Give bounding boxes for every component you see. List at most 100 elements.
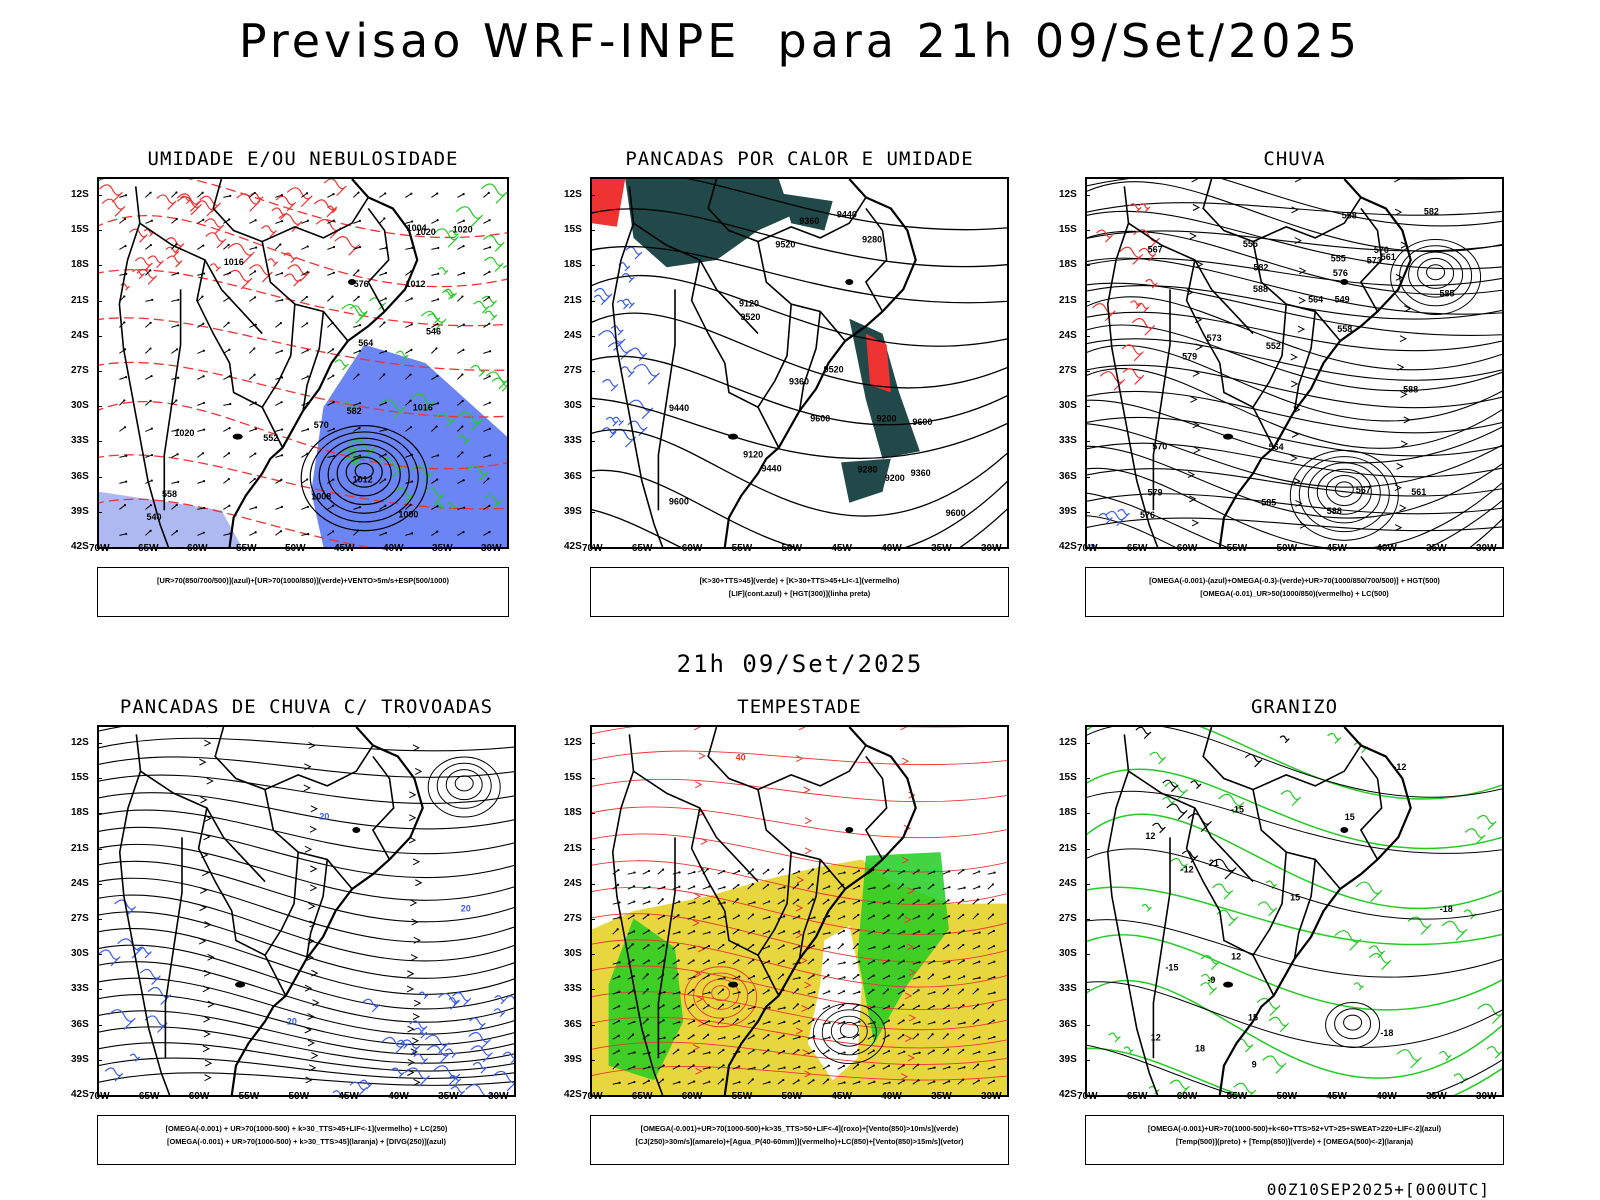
contour-label: 555: [1243, 239, 1258, 249]
wind-vector: [457, 349, 464, 354]
wind-vector: [672, 991, 680, 995]
contour-fragment: [117, 938, 144, 959]
wind-vector-head: [873, 1021, 876, 1024]
wind-vector: [882, 915, 889, 920]
wind-vector-head: [436, 478, 439, 481]
wind-vector-head: [149, 529, 152, 532]
latitude-label: 27S: [1059, 913, 1077, 924]
contour-fragment: [134, 257, 153, 271]
pacific-coastline: [613, 734, 663, 1095]
wind-vector: [379, 322, 385, 328]
streamline-arrow: [905, 1035, 913, 1042]
wind-vector-head: [947, 899, 950, 902]
contour-fragment: [1119, 246, 1143, 265]
wind-vector: [687, 930, 695, 935]
wind-vector-head: [873, 1005, 876, 1008]
contour-label: 564: [1308, 295, 1323, 305]
cyclone-ring: [1334, 1008, 1372, 1040]
wind-vector-head: [723, 1036, 726, 1039]
wind-vector: [717, 1064, 724, 1070]
contour-line: [592, 312, 1007, 389]
wind-vector: [762, 1034, 769, 1040]
wind-vector: [762, 989, 769, 995]
wind-vector: [642, 960, 649, 965]
wind-vector-head: [812, 944, 815, 947]
wind-vector: [483, 246, 491, 250]
wind-vector-head: [633, 1020, 636, 1024]
latitude-tick: [1085, 1095, 1090, 1096]
wind-vector: [912, 976, 920, 980]
contour-fragment: [448, 997, 459, 1006]
wind-vector: [897, 870, 905, 875]
streamline-arrow: [204, 921, 212, 928]
contour-label: 9440: [837, 209, 857, 219]
wind-vector: [145, 504, 152, 510]
latitude-tick: [590, 371, 595, 372]
contour-fragment: [1212, 883, 1234, 900]
wind-vector: [867, 989, 874, 995]
latitude-tick: [97, 848, 102, 850]
wind-vector-head: [918, 915, 921, 918]
wind-vector-head: [693, 885, 696, 888]
wind-vector-head: [305, 192, 309, 195]
contour-label: 20: [461, 903, 471, 913]
streamline-arrow: [1191, 179, 1199, 183]
longitude-label: 45W: [334, 543, 355, 554]
contour-fragment: [434, 502, 445, 511]
wind-vector: [197, 532, 205, 536]
pacific-coastline: [1108, 734, 1158, 1095]
cyclone-ring: [445, 769, 483, 801]
wind-vector: [987, 1051, 995, 1055]
wind-vector-head: [917, 989, 920, 992]
latitude-tick: [590, 778, 595, 780]
wind-vector: [457, 426, 463, 432]
cyclone-ring: [702, 978, 740, 1010]
wind-vector: [762, 1065, 769, 1070]
wind-vector: [197, 323, 204, 328]
longitude-label: 35W: [432, 543, 453, 554]
wind-vector-head: [781, 973, 785, 976]
contour-label: 576: [1140, 510, 1155, 520]
contour-fragment: [348, 444, 358, 453]
wind-vector-head: [678, 1020, 681, 1024]
contour-lines: [1087, 179, 1502, 547]
country-border: [230, 363, 263, 407]
latitude-label: 42S: [564, 541, 582, 552]
wind-vector: [777, 1021, 785, 1025]
wind-vector-head: [693, 915, 696, 918]
wind-vector: [612, 1050, 620, 1055]
wind-vector-head: [888, 945, 891, 948]
contour-label: 1000: [398, 509, 418, 519]
wind-vector-head: [752, 929, 756, 933]
wind-vector-head: [917, 1079, 920, 1082]
wind-vector-head: [963, 1021, 966, 1024]
wind-vector-head: [767, 1034, 770, 1037]
latitude-tick: [97, 883, 102, 885]
streamline-arrow: [310, 865, 318, 873]
wind-vector-head: [796, 1003, 799, 1006]
contour-fragment: [108, 1009, 136, 1030]
legend-line: [OMEGA(-0.001)+UR>70(1000-500)+k<60+TTS>…: [1147, 1124, 1442, 1133]
latitude-tick: [1085, 441, 1090, 443]
wind-vector-head: [707, 1020, 711, 1023]
wind-vector-head: [873, 901, 876, 904]
wind-vector: [672, 1065, 680, 1070]
wind-vector-head: [858, 1020, 861, 1023]
streamline-arrow: [407, 1058, 415, 1066]
wind-vector: [852, 1021, 860, 1025]
wind-vector: [627, 1034, 634, 1040]
wind-vector-head: [872, 930, 876, 933]
latitude-label: 27S: [71, 913, 89, 924]
streamline-arrow: [900, 1073, 909, 1081]
wind-vector: [987, 961, 995, 965]
streamline-arrow: [199, 904, 207, 912]
wind-vector: [379, 505, 386, 510]
wind-vector-head: [176, 453, 179, 456]
wind-vector-head: [202, 401, 206, 405]
map-canvas: 1020101610201016101210081004100010121020…: [99, 179, 507, 547]
wind-vector-head: [383, 321, 386, 324]
wind-vector: [353, 296, 360, 302]
contour-line: [99, 401, 507, 470]
wind-vector-head: [332, 401, 335, 404]
streamline-arrow: [201, 869, 210, 877]
